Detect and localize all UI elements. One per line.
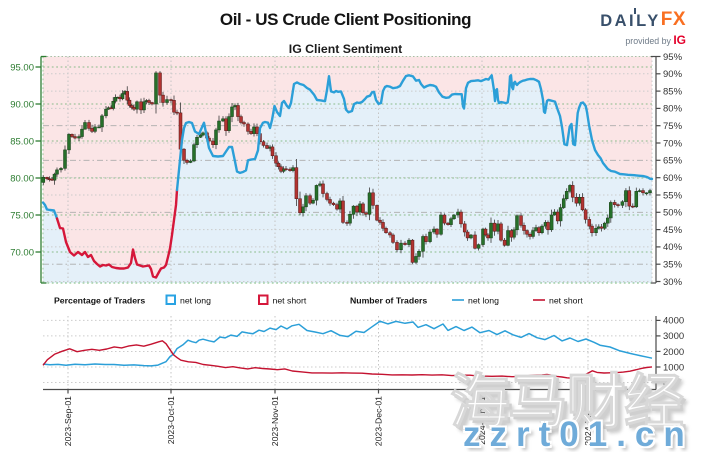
- svg-text:90.00: 90.00: [10, 99, 34, 110]
- svg-text:net long: net long: [180, 296, 211, 306]
- svg-text:40%: 40%: [663, 242, 683, 253]
- svg-text:95%: 95%: [663, 52, 683, 63]
- svg-text:2023-Sep-01: 2023-Sep-01: [63, 396, 73, 446]
- svg-text:70%: 70%: [663, 138, 683, 149]
- svg-text:0: 0: [663, 378, 668, 389]
- svg-text:35%: 35%: [663, 260, 683, 271]
- svg-text:2023-Oct-01: 2023-Oct-01: [166, 396, 176, 444]
- svg-text:2023-Nov-01: 2023-Nov-01: [270, 396, 280, 446]
- svg-text:30%: 30%: [663, 277, 683, 288]
- svg-text:55%: 55%: [663, 190, 683, 201]
- svg-text:Percentage of Traders: Percentage of Traders: [54, 296, 145, 306]
- svg-text:50%: 50%: [663, 208, 683, 219]
- svg-text:70.00: 70.00: [10, 247, 34, 258]
- svg-text:2023-Dec-01: 2023-Dec-01: [374, 396, 384, 446]
- svg-text:2024-Jan-01: 2024-Jan-01: [477, 396, 487, 445]
- svg-text:net long: net long: [468, 296, 499, 306]
- svg-text:net short: net short: [273, 296, 307, 306]
- svg-text:45%: 45%: [663, 225, 683, 236]
- svg-text:95.00: 95.00: [10, 62, 34, 73]
- svg-text:80.00: 80.00: [10, 173, 34, 184]
- svg-text:2024-Feb-01: 2024-Feb-01: [583, 396, 593, 446]
- svg-text:1000: 1000: [663, 362, 684, 373]
- svg-text:75%: 75%: [663, 121, 683, 132]
- svg-text:90%: 90%: [663, 69, 683, 80]
- svg-text:75.00: 75.00: [10, 210, 34, 221]
- svg-text:60%: 60%: [663, 173, 683, 184]
- svg-text:2000: 2000: [663, 347, 684, 358]
- svg-text:85%: 85%: [663, 86, 683, 97]
- svg-text:80%: 80%: [663, 104, 683, 115]
- svg-text:net short: net short: [549, 296, 583, 306]
- svg-text:4000: 4000: [663, 316, 684, 327]
- svg-text:65%: 65%: [663, 156, 683, 167]
- svg-text:Number of Traders: Number of Traders: [350, 296, 427, 306]
- svg-text:85.00: 85.00: [10, 136, 34, 147]
- svg-text:3000: 3000: [663, 331, 684, 342]
